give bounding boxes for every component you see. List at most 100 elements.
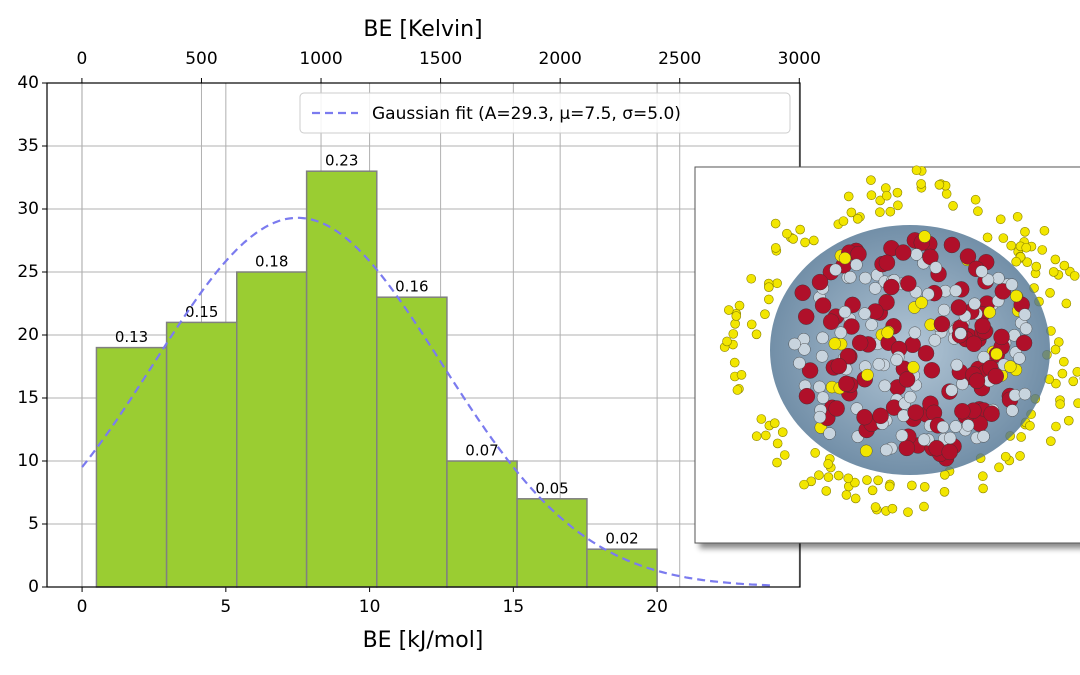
bar [95,346,168,588]
bar-value-label: 0.02 [605,530,638,548]
atom-outer [1031,261,1042,272]
atom-outer [893,200,903,211]
bar-value-label: 0.23 [325,152,358,170]
atom-outer [1051,378,1061,389]
atom-core [908,326,922,339]
atom-outer [907,480,917,491]
atom-outer [870,502,881,512]
x2-tick-label: 1000 [299,49,342,69]
atom-outer [838,216,849,226]
x2-tick-label: 0 [76,49,87,69]
bar [446,460,518,588]
atom-core [828,400,845,417]
atom-outer [761,430,771,441]
x2-tick-label: 1500 [419,49,462,69]
atom-core [793,356,806,370]
y-tick-label: 30 [17,199,39,219]
atom-core [798,387,816,405]
atom-outer [1059,356,1069,367]
atom-outer [873,475,883,486]
bar-value-label: 0.16 [395,278,428,296]
atom-outer [887,503,898,514]
atom-outer [746,319,757,330]
atom-outer [867,485,878,496]
atom-outer [973,206,983,217]
atom-core [880,443,893,457]
bar [586,548,658,588]
atom-outer [881,190,892,201]
x2-tick-label: 500 [185,49,217,69]
atom-core [928,334,942,347]
atom-core [990,347,1003,361]
atom-outer [919,501,929,512]
atom-core [858,307,871,320]
atom-outer [764,294,774,305]
atom-core [943,236,961,254]
atom-outer [1055,399,1065,410]
atom-core [945,384,958,397]
atom-core [992,272,1005,285]
atom-outer [814,470,824,481]
atom-core [865,318,878,331]
bar [305,170,378,588]
atom-outer [736,370,747,380]
atom-outer [800,237,810,248]
atom-outer [850,477,860,488]
atom-outer [1025,420,1035,431]
atom-outer [1037,245,1048,255]
atom-core [890,353,903,367]
atom-outer [982,232,993,243]
atom-core [917,433,931,446]
atom-core [883,278,900,296]
atom-core [830,357,848,375]
atom-outer [1069,271,1080,281]
atom-outer [1015,451,1025,461]
y-tick-label: 15 [17,388,39,408]
atom-outer [751,431,762,442]
atom-outer [772,438,783,449]
atom-core [975,265,988,278]
atom-outer [948,201,958,211]
atom-outer [1051,421,1061,432]
atom-core [829,263,842,276]
atom-outer [1057,368,1068,379]
atom-outer [1022,257,1033,267]
atom-core [910,248,923,261]
legend-box [299,92,791,134]
bar-value-label: 0.15 [185,303,218,321]
x-tick-label: 5 [220,597,231,617]
atom-core [1010,289,1023,303]
atom-outer [998,233,1009,243]
atom-core [878,294,895,311]
atom-core [915,296,928,309]
atom-outer [788,234,799,244]
atom-core [798,308,815,325]
bar [165,321,238,588]
atom-core [933,315,951,333]
atom-outer [934,179,945,190]
bar-value-label: 0.05 [535,479,568,497]
atom-core [838,375,855,392]
atom-outer [1021,242,1031,253]
atom-core [907,361,920,374]
atom-core [904,390,917,404]
atom-core [900,275,917,292]
atom-core [1018,387,1032,401]
atom-core [898,439,915,457]
legend: Gaussian fit (A=29.3, μ=7.5, σ=5.0) [299,92,791,134]
y-tick-label: 5 [28,514,39,534]
atom-core [861,368,874,382]
x-tick-label: 10 [359,597,381,617]
atom-outer [850,493,861,504]
atom-core [983,405,1000,422]
atom-outer [1020,227,1030,237]
atom-outer [1050,344,1061,355]
atom-core [961,419,975,432]
atom-core [794,284,811,301]
atom-outer [1048,267,1059,277]
atom-outer [772,457,782,468]
atom-core [1015,334,1033,352]
atom-core [838,251,852,265]
atom-core [937,303,951,317]
